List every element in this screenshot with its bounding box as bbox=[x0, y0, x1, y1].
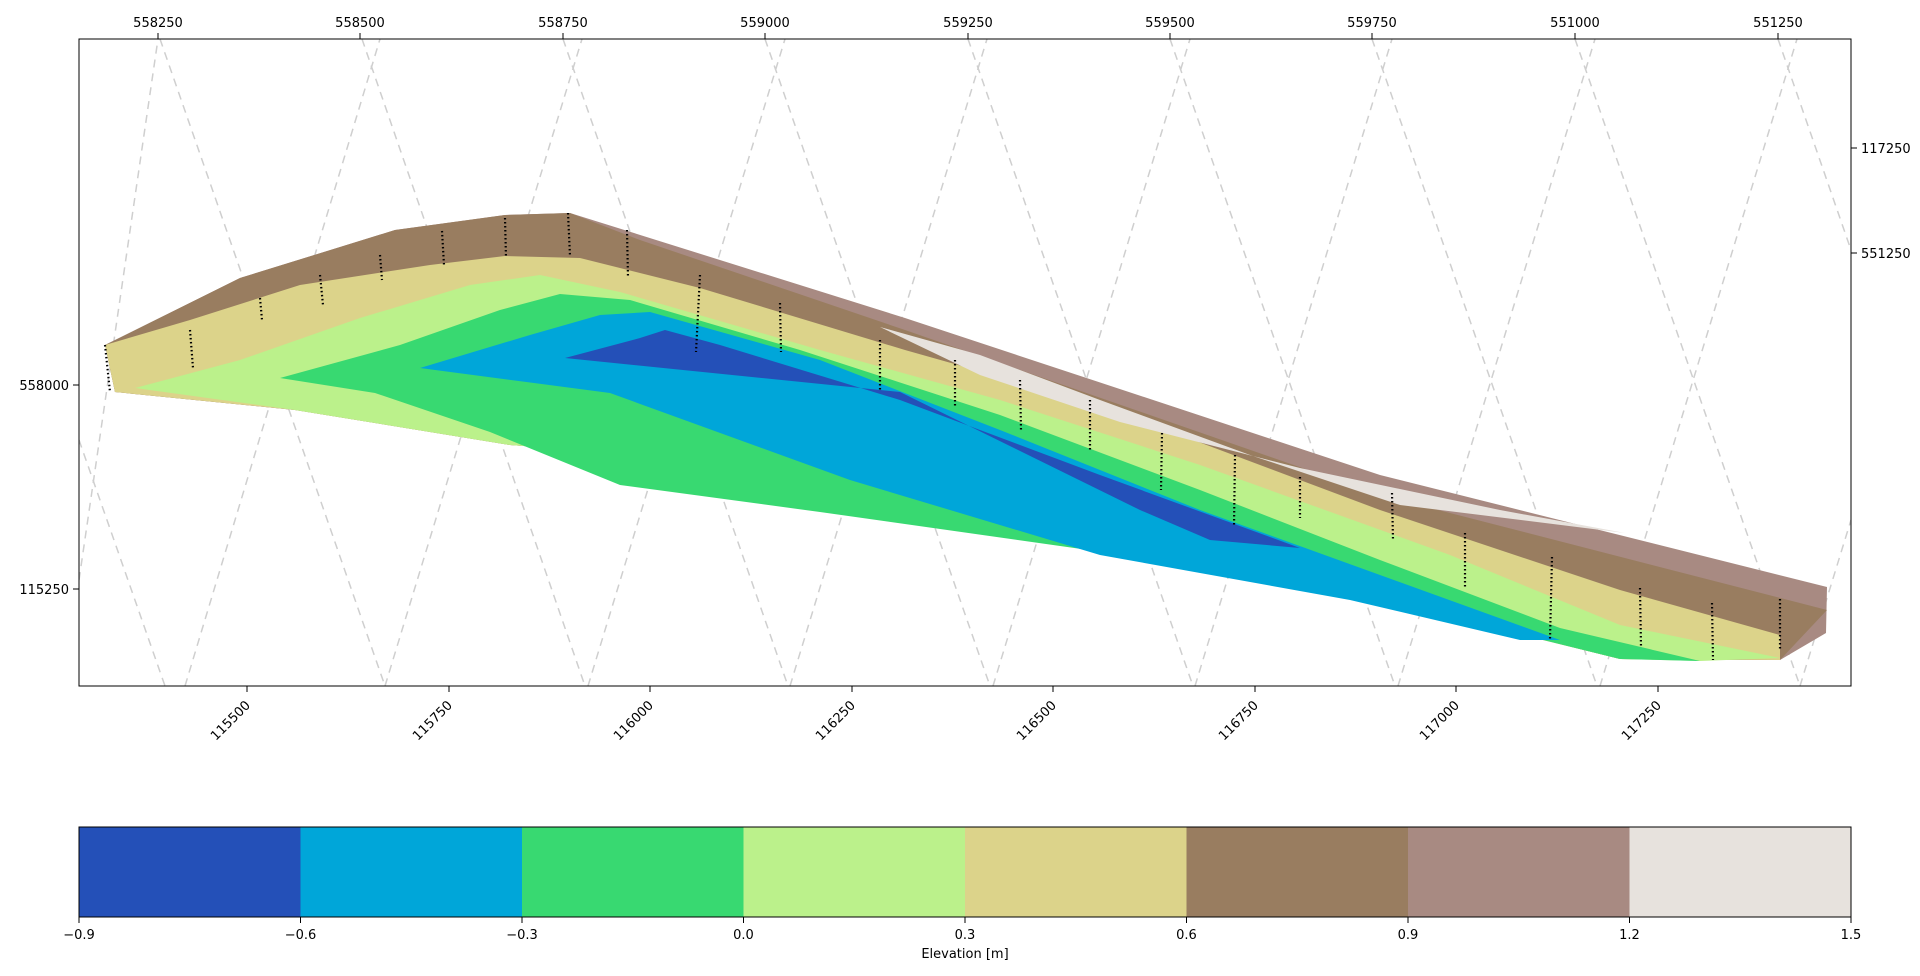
x-tick-label: 115750 bbox=[410, 698, 456, 744]
colorbar-segment bbox=[1186, 827, 1408, 917]
colorbar-tick-label: 1.5 bbox=[1841, 928, 1862, 943]
grid-line bbox=[1777, 39, 1851, 251]
profile-line bbox=[1232, 454, 1237, 528]
profile-line bbox=[625, 229, 630, 279]
colorbar-tick-label: 0.3 bbox=[955, 928, 976, 943]
profile-line bbox=[1548, 556, 1554, 640]
x-tick-label: 115500 bbox=[208, 698, 254, 744]
profile-line bbox=[1018, 379, 1023, 431]
top-tick-label: 558250 bbox=[133, 16, 183, 31]
grid-line bbox=[967, 39, 1194, 686]
x-tick-label: 117250 bbox=[1619, 698, 1665, 744]
profile-line bbox=[694, 274, 702, 353]
elevation-region bbox=[565, 330, 1300, 548]
x-tick-label: 116250 bbox=[813, 698, 859, 744]
colorbar-tick-label: −0.6 bbox=[285, 928, 317, 943]
colorbar-segment bbox=[522, 827, 744, 917]
colorbar-tick-label: 0.9 bbox=[1398, 928, 1419, 943]
colorbar: −0.9 −0.6 −0.3 0.0 0.3 0.6 0.9 1.2 1.5 Elevation … bbox=[63, 826, 1862, 962]
grid-line bbox=[1194, 39, 1393, 686]
top-tick-label: 551250 bbox=[1753, 16, 1803, 31]
right-tick-label: 117250 bbox=[1861, 142, 1911, 157]
top-tick-label: 559000 bbox=[740, 16, 790, 31]
colorbar-tick-label: −0.9 bbox=[63, 928, 95, 943]
top-tick-label: 559750 bbox=[1347, 16, 1397, 31]
top-tick-label: 551000 bbox=[1550, 16, 1600, 31]
profile-line bbox=[440, 230, 446, 266]
profile-line bbox=[378, 254, 384, 281]
profile-line bbox=[778, 302, 783, 353]
elevation-regions bbox=[105, 213, 1827, 661]
y-tick-label: 558000 bbox=[19, 379, 69, 394]
profile-line bbox=[318, 274, 325, 306]
profile-line bbox=[1159, 432, 1164, 491]
x-tick-label: 117000 bbox=[1417, 698, 1463, 744]
right-tick-label: 551250 bbox=[1861, 247, 1911, 262]
colorbar-segment bbox=[1629, 827, 1851, 917]
colorbar-segment bbox=[965, 827, 1187, 917]
profile-line bbox=[1710, 602, 1715, 661]
colorbar-tick-label: −0.3 bbox=[506, 928, 538, 943]
grid-line bbox=[79, 439, 166, 686]
colorbar-tick-label: 1.2 bbox=[1619, 928, 1640, 943]
elevation-region bbox=[420, 312, 1560, 640]
profile-line bbox=[503, 217, 508, 259]
x-tick-label: 116750 bbox=[1216, 698, 1262, 744]
grid-line bbox=[1574, 39, 1801, 686]
top-tick-label: 559500 bbox=[1145, 16, 1195, 31]
grid-line bbox=[1169, 39, 1396, 686]
colorbar-label: Elevation [m] bbox=[921, 947, 1008, 962]
grid-line bbox=[1371, 39, 1598, 686]
colorbar-segment bbox=[1408, 827, 1630, 917]
profile-lines bbox=[103, 212, 1782, 661]
colorbar-segment bbox=[300, 827, 522, 917]
colorbar-segment bbox=[79, 827, 301, 917]
top-tick-label: 558500 bbox=[335, 16, 385, 31]
grid-line bbox=[992, 39, 1191, 686]
colorbar-tick-label: 0.6 bbox=[1176, 928, 1197, 943]
grid-line bbox=[79, 39, 159, 581]
top-tick-label: 558750 bbox=[538, 16, 588, 31]
x-tick-label: 116500 bbox=[1014, 698, 1060, 744]
x-tick-label: 116000 bbox=[611, 698, 657, 744]
top-tick-label: 559250 bbox=[943, 16, 993, 31]
colorbar-segment bbox=[743, 827, 965, 917]
profile-line bbox=[1638, 587, 1643, 648]
y-tick-label: 115250 bbox=[19, 583, 69, 598]
plot-frame bbox=[78, 38, 1852, 687]
colorbar-tick-label: 0.0 bbox=[733, 928, 754, 943]
